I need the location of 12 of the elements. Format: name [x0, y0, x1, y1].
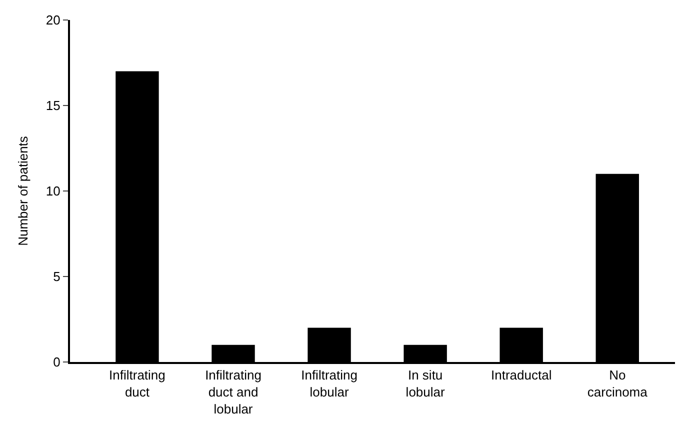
y-tick-label: 0: [53, 354, 60, 370]
x-tick-label: Intraductal: [491, 368, 552, 383]
y-tick-label: 15: [46, 98, 60, 114]
x-tick-label: Infiltrating duct and lobular: [205, 368, 262, 416]
x-tick-label: Infiltrating duct: [109, 368, 166, 400]
x-tick-label: Infiltrating lobular: [301, 368, 358, 400]
x-tick-label: In situ lobular: [406, 368, 446, 400]
y-tick-label: 20: [46, 12, 60, 28]
y-axis-title: Number of patients: [15, 136, 30, 246]
y-tick-label: 5: [53, 269, 60, 284]
y-tick-label: 10: [46, 184, 60, 199]
x-tick-label: No carcinoma: [587, 368, 648, 400]
